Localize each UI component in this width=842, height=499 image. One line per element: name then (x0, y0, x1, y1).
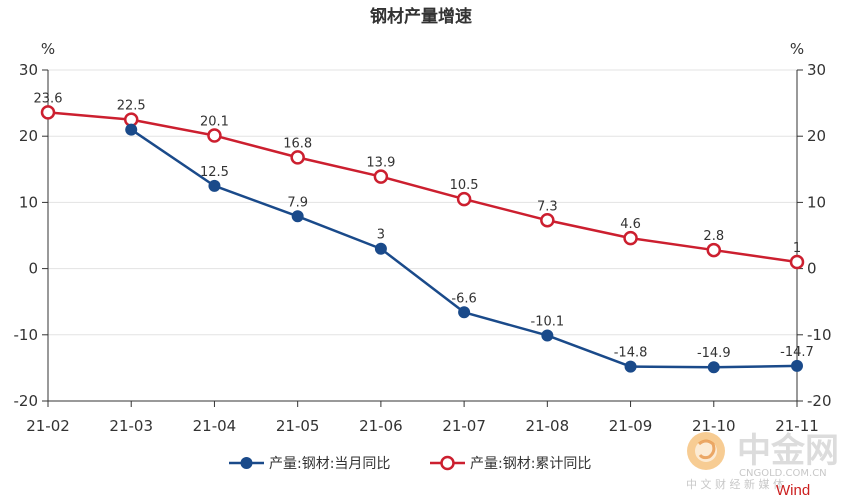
x-tick-label: 21-08 (526, 417, 570, 435)
left-y-tick-label: 30 (19, 61, 38, 79)
legend-label-cumulative: 产量:钢材:累计同比 (470, 456, 591, 472)
x-tick-label: 21-09 (609, 417, 653, 435)
x-tick-label: 21-03 (109, 417, 153, 435)
data-label-monthly: -14.8 (614, 346, 648, 361)
left-y-tick-label: -20 (14, 392, 39, 410)
left-y-tick-label: 20 (19, 127, 38, 145)
data-point-cumulative[interactable] (290, 150, 305, 165)
data-point-cumulative[interactable] (456, 191, 472, 207)
watermark-wind: Wind (776, 482, 810, 499)
x-tick-label: 21-11 (775, 417, 819, 435)
data-label-cumulative: 13.9 (366, 156, 395, 171)
data-label-monthly: -14.7 (780, 345, 814, 360)
data-label-monthly: -10.1 (531, 314, 565, 329)
legend-marker-monthly (240, 457, 253, 469)
data-point-monthly[interactable] (291, 210, 304, 223)
data-labels: 23.6 22.5 20.1 16.8 13.9 10.5 7.3 4.6 2.8 1 12.5 7.… (34, 91, 814, 361)
data-label-cumulative: 10.5 (450, 178, 479, 193)
x-tick-label: 21-10 (692, 417, 736, 435)
data-point-monthly[interactable] (791, 359, 803, 372)
right-y-tick-label: -20 (807, 392, 832, 410)
x-tick-label: 21-05 (276, 417, 320, 435)
legend-label-monthly: 产量:钢材:当月同比 (269, 456, 390, 472)
data-label-cumulative: 2.8 (703, 229, 724, 244)
x-tick-label: 21-04 (193, 417, 237, 435)
x-tick-label: 21-07 (442, 417, 486, 435)
right-y-tick-label: 30 (807, 61, 826, 79)
data-point-cumulative[interactable] (40, 105, 56, 120)
legend-marker-cumulative (440, 455, 455, 471)
data-label-cumulative: 7.3 (537, 199, 558, 214)
right-axis-unit: % (790, 40, 804, 58)
right-y-tick-label: -10 (807, 326, 832, 344)
watermark: 中金网 CNGOLD.COM.CN 中 文 财 经 新 媒 体 Wind (686, 431, 839, 499)
data-point-cumulative[interactable] (706, 242, 722, 258)
data-point-cumulative[interactable] (623, 230, 638, 246)
left-y-tick-label: -10 (14, 326, 39, 344)
data-label-cumulative: 4.6 (620, 217, 641, 232)
data-label-cumulative: 16.8 (283, 136, 312, 151)
data-point-cumulative[interactable] (373, 169, 389, 184)
x-tick-labels: 21-02 21-03 21-04 21-05 21-06 21-07 21-08 21-09… (26, 401, 819, 435)
watermark-cngold-subtitle: 中 文 财 经 新 媒 体 (686, 477, 784, 491)
right-y-tick-label: 20 (807, 127, 826, 145)
chart-title: 钢材产量增速 (370, 6, 472, 27)
legend-item-cumulative[interactable]: 产量:钢材:累计同比 (430, 455, 591, 472)
data-point-monthly[interactable] (374, 242, 387, 255)
data-point-monthly[interactable] (125, 123, 138, 136)
data-point-cumulative[interactable] (207, 128, 222, 143)
data-label-cumulative: 22.5 (117, 99, 146, 114)
cngold-logo-icon (687, 432, 725, 470)
left-y-tick-label: 0 (28, 260, 38, 278)
axes (47, 70, 798, 402)
left-axis-unit: % (41, 40, 55, 58)
data-label-monthly: 12.5 (200, 165, 229, 180)
right-y-tick-label: 10 (807, 193, 826, 211)
grid (42, 69, 803, 402)
data-point-cumulative[interactable] (789, 254, 805, 270)
data-label-monthly: -14.9 (697, 346, 731, 361)
data-point-monthly[interactable] (707, 361, 720, 374)
series (40, 105, 805, 374)
data-point-cumulative[interactable] (540, 213, 555, 228)
x-tick-label: 21-02 (26, 417, 70, 435)
data-point-monthly[interactable] (208, 179, 221, 192)
data-label-monthly: 7.9 (287, 195, 308, 210)
legend-item-monthly[interactable]: 产量:钢材:当月同比 (229, 456, 390, 472)
data-point-monthly[interactable] (541, 329, 554, 342)
data-label-cumulative: 1 (793, 241, 801, 256)
x-tick-label: 21-06 (359, 417, 403, 435)
data-label-cumulative: 23.6 (34, 91, 63, 106)
data-label-cumulative: 20.1 (200, 115, 229, 130)
y-tick-labels: -20 -20 -10 -10 0 0 10 10 20 20 30 30 (14, 61, 832, 410)
watermark-cngold-url: CNGOLD.COM.CN (739, 468, 827, 479)
left-y-tick-label: 10 (19, 193, 38, 211)
data-label-monthly: 3 (377, 228, 385, 243)
data-point-monthly[interactable] (458, 306, 471, 319)
watermark-cngold-text: 中金网 (737, 431, 839, 471)
right-y-tick-label: 0 (807, 260, 817, 278)
series-line-cumulative (46, 111, 799, 264)
data-label-monthly: -6.6 (451, 291, 476, 306)
legend: 产量:钢材:当月同比 产量:钢材:累计同比 (229, 455, 591, 472)
data-point-monthly[interactable] (624, 360, 637, 373)
